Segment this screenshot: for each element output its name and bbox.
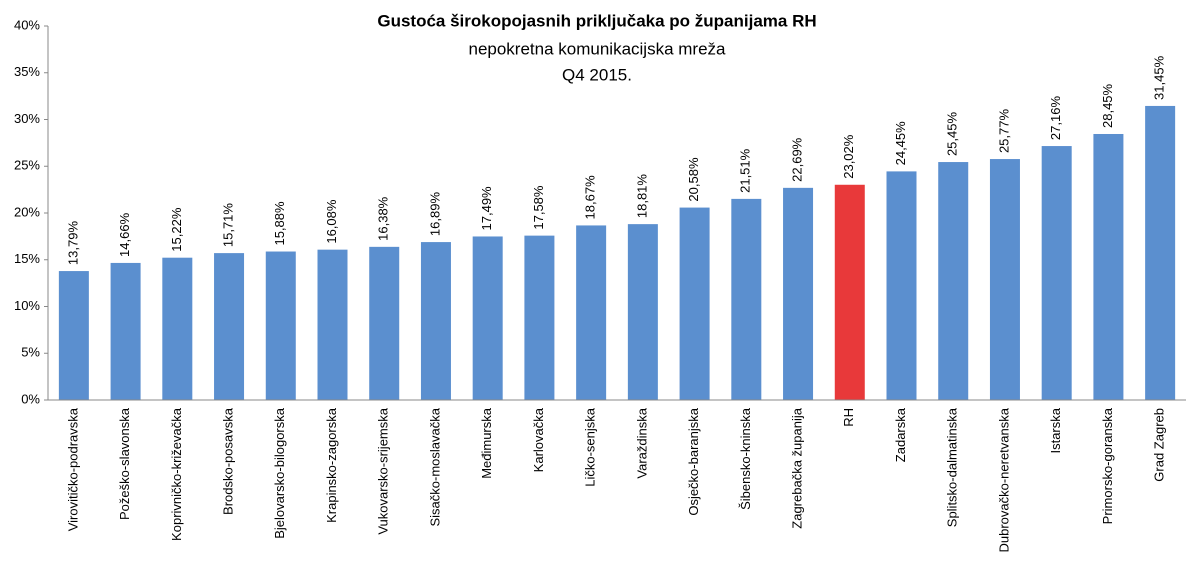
value-label: 15,71% — [220, 203, 235, 248]
x-tick-label: Bjelovarsko-bilogorska — [272, 407, 287, 539]
bar — [731, 198, 762, 400]
value-label: 16,38% — [376, 196, 391, 241]
bar — [989, 159, 1020, 400]
value-label: 24,45% — [893, 121, 908, 166]
x-tick-label: Krapinsko-zagorska — [324, 407, 339, 523]
value-label: 18,67% — [583, 175, 598, 220]
y-tick-label: 5% — [21, 345, 40, 360]
x-tick-label: Ličko-senjska — [583, 407, 598, 487]
x-tick-label: Sisačko-moslavačka — [427, 407, 442, 526]
value-label: 17,58% — [531, 185, 546, 230]
x-tick-label: Istarska — [1048, 407, 1063, 453]
bar — [214, 253, 245, 400]
bar — [524, 235, 555, 400]
value-label: 17,49% — [479, 186, 494, 231]
chart-title: Gustoća širokopojasnih priključaka po žu… — [377, 11, 816, 30]
x-tick-label: Karlovačka — [531, 407, 546, 472]
value-label: 21,51% — [738, 148, 753, 193]
bar — [886, 171, 917, 400]
value-label: 15,22% — [169, 207, 184, 252]
y-tick-label: 20% — [14, 204, 40, 219]
x-tick-label: Primorsko-goranska — [1100, 407, 1115, 524]
x-tick-label: Virovitičko-podravska — [65, 407, 80, 531]
bar — [420, 242, 451, 400]
bar — [1093, 133, 1124, 400]
x-tick-label: Osječko-baranjska — [686, 407, 701, 515]
bar — [679, 207, 710, 400]
bar — [1145, 105, 1176, 400]
x-tick-label: Požeško-slavonska — [117, 407, 132, 520]
value-label: 25,45% — [945, 112, 960, 157]
x-tick-label: Međimurska — [479, 407, 494, 479]
y-tick-label: 10% — [14, 298, 40, 313]
value-label: 16,89% — [427, 192, 442, 237]
value-label: 27,16% — [1048, 96, 1063, 141]
y-tick-label: 15% — [14, 251, 40, 266]
bar — [58, 271, 89, 400]
bar — [472, 236, 503, 400]
y-tick-label: 0% — [21, 391, 40, 406]
x-tick-label: Splitsko-dalmatinska — [945, 407, 960, 527]
x-tick-label: Varaždinska — [634, 407, 649, 478]
bar — [627, 224, 658, 400]
y-tick-label: 25% — [14, 158, 40, 173]
value-label: 18,81% — [634, 174, 649, 219]
bar — [1041, 146, 1072, 400]
x-tick-label: Koprivničko-križevačka — [169, 407, 184, 541]
bar — [162, 257, 193, 400]
value-label: 25,77% — [996, 109, 1011, 154]
x-tick-label: Zagrebačka županija — [789, 407, 804, 528]
y-tick-label: 30% — [14, 111, 40, 126]
bar — [938, 162, 969, 400]
value-label: 31,45% — [1152, 55, 1167, 100]
y-tick-label: 35% — [14, 64, 40, 79]
bar — [110, 262, 141, 400]
bar — [576, 225, 607, 400]
x-tick-label: Šibensko-kninska — [738, 407, 753, 510]
x-tick-label: Zadarska — [893, 407, 908, 462]
value-label: 16,08% — [324, 199, 339, 244]
bar — [834, 184, 865, 400]
value-label: 14,66% — [117, 212, 132, 257]
value-label: 23,02% — [841, 134, 856, 179]
value-label: 15,88% — [272, 201, 287, 246]
x-tick-label: Vukovarsko-srijemska — [376, 407, 391, 534]
x-tick-label: Grad Zagreb — [1152, 408, 1167, 482]
chart-subtitle: nepokretna komunikacijska mreža — [468, 39, 726, 58]
bar — [317, 249, 348, 400]
y-tick-label: 40% — [14, 17, 40, 32]
x-tick-label: RH — [841, 408, 856, 427]
value-label: 20,58% — [686, 157, 701, 202]
value-label: 13,79% — [65, 221, 80, 266]
x-tick-label: Brodsko-posavska — [220, 407, 235, 515]
x-tick-label: Dubrovačko-neretvanska — [996, 407, 1011, 552]
value-label: 22,69% — [789, 137, 804, 182]
bar — [783, 187, 814, 400]
bar — [369, 246, 400, 400]
bar — [265, 251, 296, 400]
chart-period: Q4 2015. — [562, 65, 632, 84]
value-label: 28,45% — [1100, 83, 1115, 128]
